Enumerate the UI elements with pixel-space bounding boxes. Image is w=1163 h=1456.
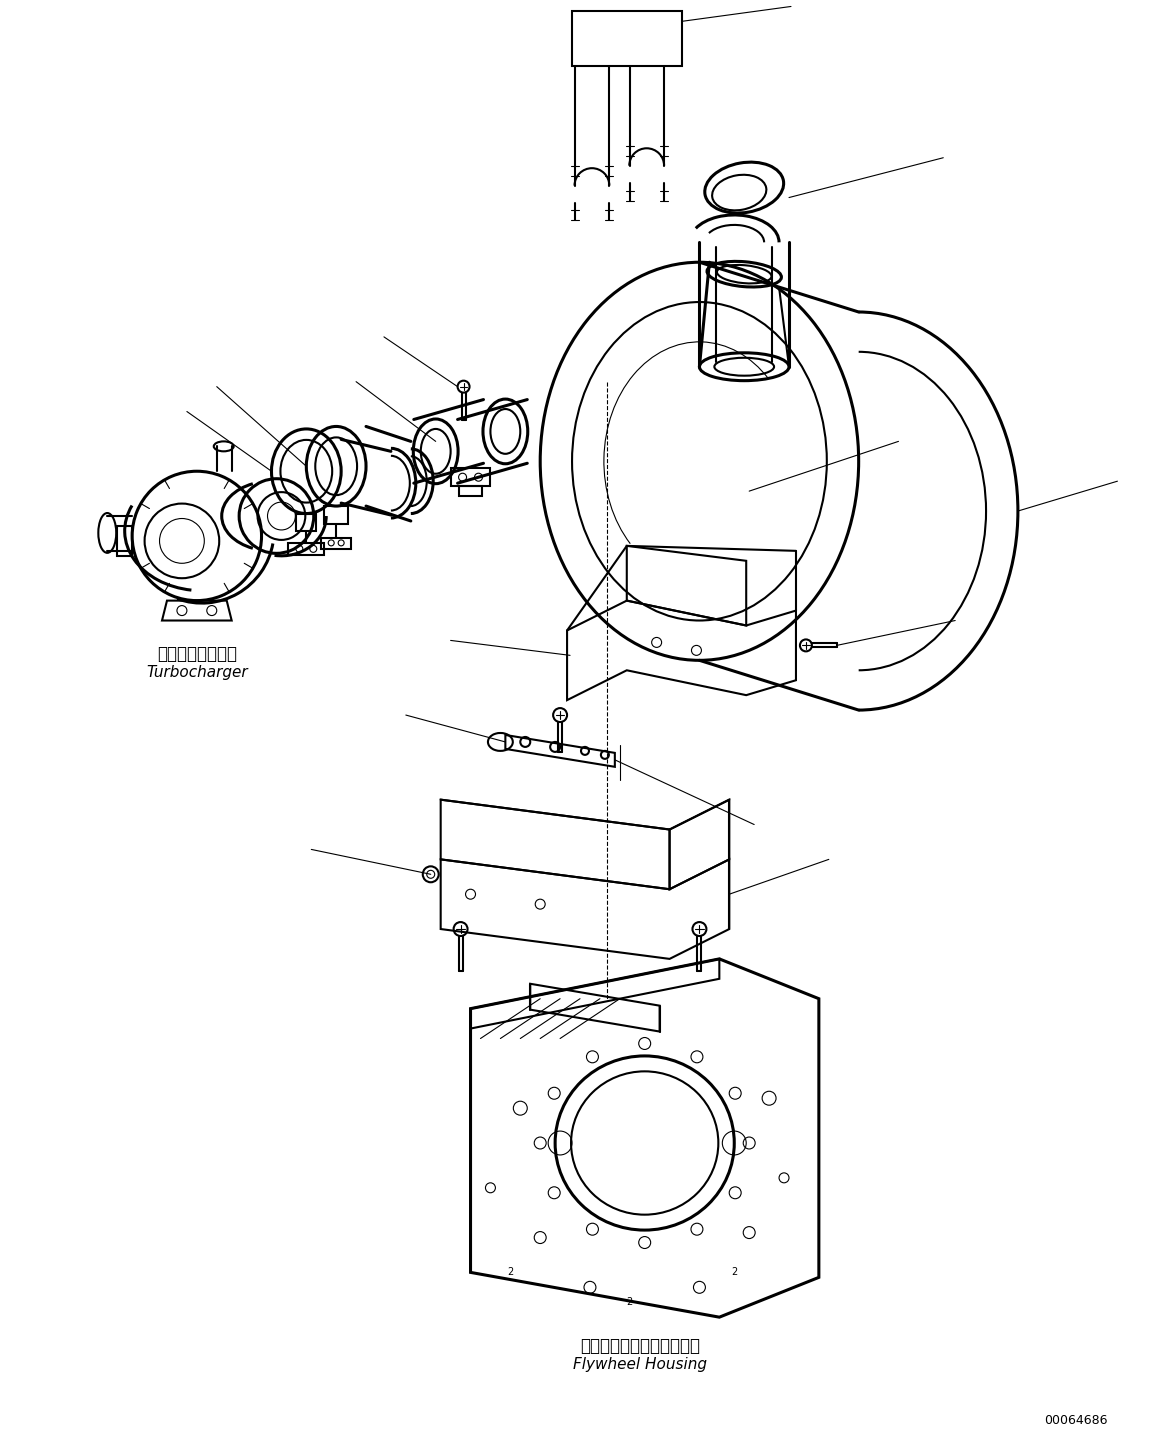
Text: 00064686: 00064686	[1044, 1414, 1107, 1427]
Text: 2: 2	[732, 1267, 737, 1277]
Text: 2: 2	[627, 1297, 633, 1307]
Text: Flywheel Housing: Flywheel Housing	[572, 1357, 707, 1372]
Text: 2: 2	[507, 1267, 514, 1277]
Text: フライホイールハウジング: フライホイールハウジング	[579, 1337, 700, 1356]
Text: ターボチャージャ: ターボチャージャ	[157, 645, 237, 664]
Text: Turbocharger: Turbocharger	[147, 665, 248, 680]
